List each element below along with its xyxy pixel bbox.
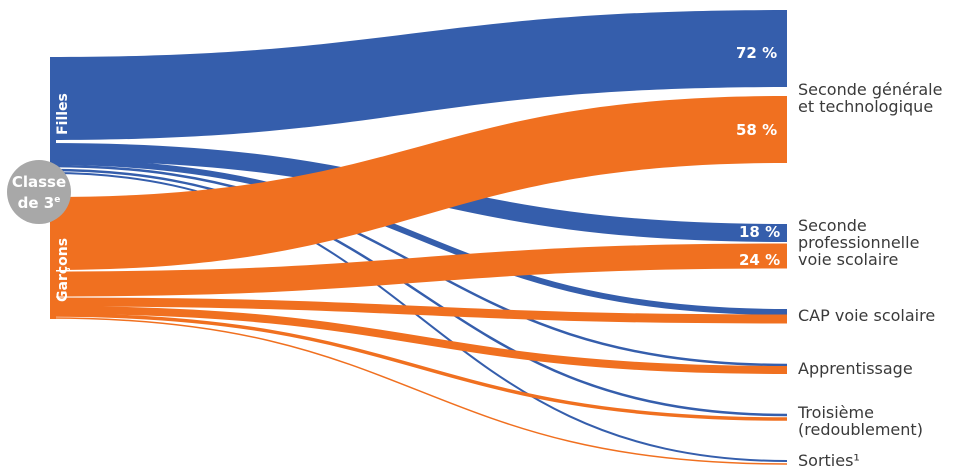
flow-garcons-sorties (49, 317, 788, 465)
dest-label-cap: CAP voie scolaire (798, 306, 936, 325)
dest-label-seconde-pro: Seconde professionnelle voie scolaire (798, 216, 920, 269)
pct-filles-seconde-pro: 18 % (739, 223, 781, 241)
pct-filles-seconde-gt: 72 % (736, 44, 778, 62)
dest-label-sorties: Sorties¹ (798, 451, 860, 470)
flow-garcons-seconde-gt (50, 96, 787, 270)
flow-filles-troisieme (49, 168, 788, 417)
origin-line2: de 3 (17, 193, 55, 212)
pct-garcons-seconde-pro: 24 % (739, 251, 781, 269)
origin-node-classe-de-3e: Classe de 3e (7, 160, 71, 224)
flow-garcons-cap (49, 297, 788, 324)
flow-garcons-apprentissage (49, 306, 788, 374)
dest-label-seconde-gt: Seconde générale et technologique (798, 80, 943, 116)
flow-garcons-troisieme (49, 313, 788, 421)
flow-garcons-seconde-pro (49, 243, 788, 297)
dest-label-apprentissage: Apprentissage (798, 359, 913, 378)
flow-filles-seconde-gt (50, 10, 787, 140)
pct-garcons-seconde-gt: 58 % (736, 121, 778, 139)
origin-line1: Classe (11, 172, 67, 191)
flow-filles-cap (49, 159, 788, 315)
dest-label-troisieme: Troisième (redoublement) (798, 403, 923, 439)
garcons-bar (50, 197, 56, 319)
origin-sup: e (54, 194, 61, 205)
group-label-garcons: Garçons (55, 237, 71, 302)
flow-filles-sorties (49, 172, 788, 462)
filles-bar (50, 57, 56, 175)
group-label-filles: Filles (55, 93, 71, 135)
